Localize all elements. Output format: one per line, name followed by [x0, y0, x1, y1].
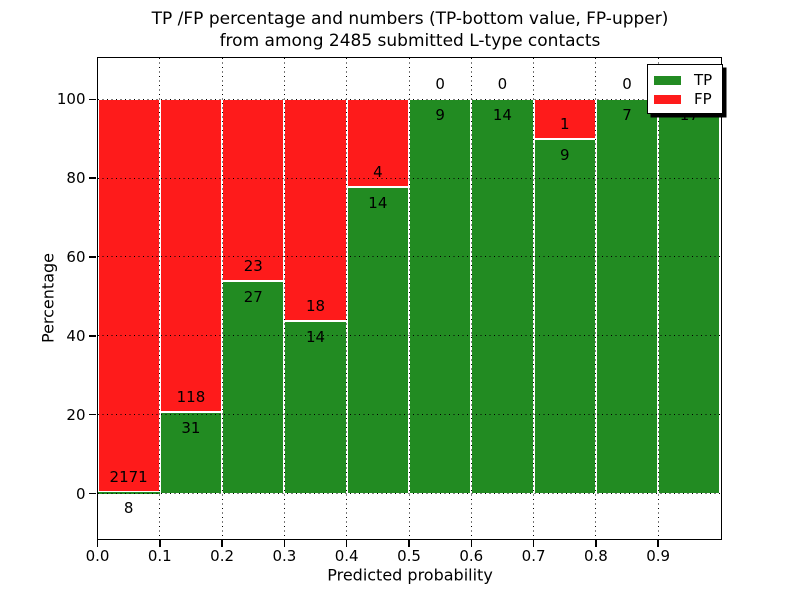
- tp-bar-segment: [409, 99, 472, 494]
- v-gridline: [470, 57, 472, 539]
- x-tick: [96, 540, 99, 547]
- v-gridline: [657, 57, 659, 539]
- tp-bar-segment: [658, 99, 721, 494]
- tp-bar-segment: [533, 138, 596, 494]
- plot-area: 2171811831232718144140901419070170204060…: [57, 56, 722, 565]
- tp-bar-segment: [222, 280, 285, 494]
- y-tick-label: 0: [75, 484, 86, 503]
- legend-entry-tp: TP: [654, 71, 722, 90]
- fp-count-label: 23: [243, 256, 263, 275]
- fp-bar-segment: [97, 99, 160, 493]
- v-gridline: [346, 57, 348, 539]
- x-tick-label: 0.3: [272, 546, 297, 565]
- x-tick-label: 0.2: [210, 546, 235, 565]
- y-tick-label: 40: [66, 326, 86, 345]
- tp-count-label: 14: [368, 193, 388, 212]
- y-tick: [89, 492, 96, 495]
- v-gridline: [533, 57, 535, 539]
- fp-count-label: 0: [622, 75, 632, 94]
- fp-count-label: 2171: [109, 468, 148, 487]
- x-tick: [283, 540, 286, 547]
- tp-bar-segment: [97, 492, 160, 494]
- v-gridline: [283, 57, 285, 539]
- tp-count-label: 9: [559, 145, 570, 164]
- tp-legend-label: TP: [694, 71, 713, 89]
- x-tick: [345, 540, 348, 547]
- y-tick: [89, 413, 96, 416]
- tp-count-label: 14: [306, 328, 326, 347]
- x-tick: [470, 540, 473, 547]
- x-tick-label: 0.1: [147, 546, 172, 565]
- legend-entry-fp: FP: [654, 90, 722, 109]
- x-tick: [657, 540, 659, 547]
- v-gridline: [159, 57, 161, 539]
- chart-title-line2: from among 2485 submitted L-type contact…: [219, 31, 601, 51]
- x-tick-label: 0.9: [646, 546, 671, 565]
- fp-bar-segment: [346, 99, 409, 187]
- x-axis-label: Predicted probability: [327, 565, 493, 585]
- tp-bar-segment: [159, 411, 223, 494]
- x-tick-label: 0.8: [583, 546, 608, 565]
- v-gridline: [595, 57, 597, 539]
- tp-count-label: 8: [123, 499, 134, 518]
- x-tick: [595, 540, 597, 547]
- tp-count-label: 7: [622, 106, 632, 125]
- tp-count-label: 31: [181, 418, 201, 437]
- y-tick: [89, 98, 96, 101]
- fp-bar-segment: [222, 99, 285, 281]
- tp-count-label: 27: [243, 287, 263, 306]
- tp-bar-segment: [346, 186, 409, 494]
- tp-count-label: 14: [492, 106, 512, 125]
- tp-bar-segment: [471, 99, 534, 494]
- x-tick: [532, 540, 535, 547]
- fp-bar-segment: [284, 99, 347, 322]
- fp-legend-swatch-icon: [654, 95, 681, 104]
- fp-count-label: 118: [176, 387, 206, 406]
- fp-count-label: 18: [306, 297, 326, 316]
- fp-count-label: 0: [497, 75, 508, 94]
- fp-legend-label: FP: [694, 90, 712, 108]
- v-gridline: [221, 57, 223, 539]
- x-tick-label: 0.0: [85, 546, 110, 565]
- x-tick-label: 0.4: [334, 546, 359, 565]
- fp-count-label: 1: [559, 114, 570, 133]
- y-tick-label: 100: [56, 90, 86, 109]
- y-tick: [89, 335, 96, 337]
- y-tick-label: 20: [66, 405, 86, 424]
- x-tick: [159, 540, 161, 547]
- fp-count-label: 4: [373, 162, 383, 181]
- tp-bar-segment: [284, 321, 347, 494]
- y-tick-label: 80: [66, 169, 86, 188]
- fp-bar-segment: [159, 99, 223, 412]
- chart-title-line1: TP /FP percentage and numbers (TP-bottom…: [151, 9, 669, 29]
- x-tick-label: 0.6: [459, 546, 484, 565]
- tp-legend-swatch-icon: [654, 76, 681, 85]
- fp-count-label: 0: [435, 75, 445, 94]
- tp-bar-segment: [595, 99, 659, 494]
- fp-bar-segment: [533, 99, 596, 139]
- tp-count-label: 9: [435, 106, 445, 125]
- x-tick-label: 0.7: [521, 546, 546, 565]
- legend: TP FP: [647, 64, 723, 114]
- x-tick: [408, 540, 410, 547]
- x-tick-label: 0.5: [397, 546, 421, 565]
- y-tick: [89, 177, 96, 179]
- x-tick: [221, 540, 223, 547]
- y-tick-label: 60: [66, 247, 86, 266]
- chart-title: TP /FP percentage and numbers (TP-bottom…: [152, 8, 669, 52]
- v-gridline: [408, 57, 410, 539]
- y-tick: [89, 256, 96, 258]
